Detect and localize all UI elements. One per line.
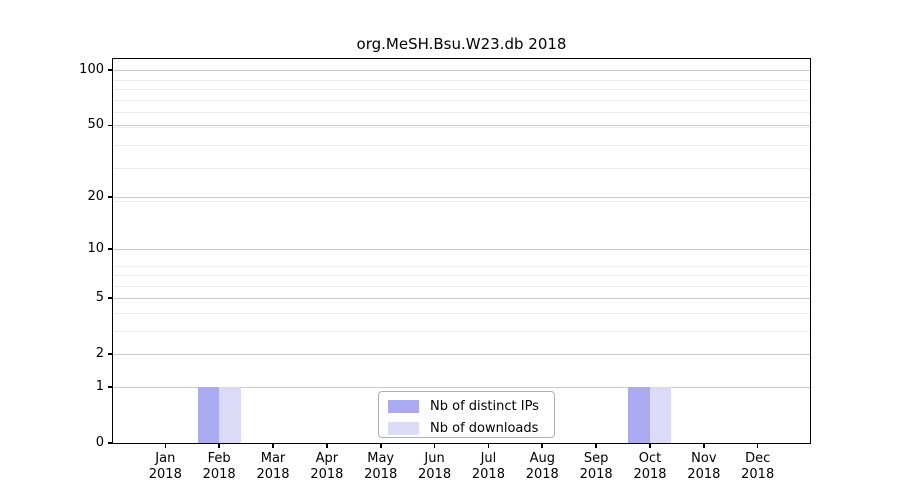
x-tick-label: Dec 2018 [727,451,789,483]
y-gridline-minor [113,112,810,114]
chart-title: org.MeSH.Bsu.W23.db 2018 [356,35,567,53]
x-tick-month: Jul [480,451,497,466]
y-gridline-minor [113,145,810,146]
x-tick-year: 2018 [364,467,398,482]
y-gridline-minor [113,265,810,267]
y-gridline-major [113,387,810,388]
x-tick-mark [433,443,436,448]
x-tick-year: 2018 [525,467,559,482]
y-gridline-major [113,125,810,127]
x-tick-month: Feb [207,451,231,466]
legend-label-distinct-ips: Nb of distinct IPs [430,398,539,414]
legend-label-downloads: Nb of downloads [430,420,539,436]
x-tick-label: Nov 2018 [673,451,735,483]
y-gridline-minor [113,201,810,202]
y-tick-mark [108,248,113,251]
x-tick-mark [649,443,651,448]
x-tick-mark [595,443,597,448]
x-tick-month: Sep [583,451,609,466]
downloads-swatch [388,422,419,435]
x-tick-label: Mar 2018 [242,451,304,483]
x-tick-label: May 2018 [350,451,412,483]
plot-area [112,58,811,444]
y-gridline-major [113,197,810,199]
x-tick-year: 2018 [256,467,290,482]
bar-distinct-ips [628,387,650,443]
y-tick-mark [108,386,113,388]
legend: Nb of distinct IPs Nb of downloads [378,391,555,438]
y-gridline-major [113,354,810,356]
legend-item-downloads: Nb of downloads [388,420,545,437]
x-tick-mark [379,443,382,448]
y-tick-label: 5 [95,290,104,306]
y-tick-label: 20 [87,189,104,205]
x-tick-mark [703,443,705,448]
x-tick-label: Oct 2018 [619,451,681,483]
y-gridline-minor [113,168,810,170]
x-tick-month: Aug [529,451,555,466]
x-tick-label: Jun 2018 [404,451,466,483]
y-gridline-minor [113,331,810,332]
x-tick-mark [487,443,490,448]
y-tick-mark [108,442,113,444]
x-tick-mark [541,443,544,448]
y-gridline-minor [113,312,810,314]
x-tick-label: Aug 2018 [511,451,573,483]
x-tick-year: 2018 [471,467,505,482]
distinct-ips-swatch [388,400,419,413]
x-tick-mark [164,443,167,448]
y-gridline-major [113,70,810,72]
y-tick-label: 0 [95,435,104,450]
y-gridline-minor [113,99,810,101]
x-tick-month: Mar [260,451,286,466]
y-tick-mark [108,69,113,71]
x-tick-mark [272,443,274,448]
bar-downloads [219,387,241,443]
y-tick-mark [108,196,113,198]
x-tick-year: 2018 [202,467,236,482]
y-gridline-minor [113,89,810,90]
x-tick-year: 2018 [741,467,775,482]
x-tick-year: 2018 [687,467,721,482]
y-tick-label: 2 [95,346,104,362]
x-tick-month: May [367,451,395,466]
x-tick-month: Jan [155,451,176,466]
x-tick-year: 2018 [633,467,667,482]
legend-item-distinct-ips: Nb of distinct IPs [388,398,545,415]
x-tick-year: 2018 [310,467,344,482]
x-tick-label: Jul 2018 [457,451,519,483]
x-tick-label: Feb 2018 [188,451,250,483]
y-tick-mark [108,124,113,127]
x-tick-label: Sep 2018 [565,451,627,483]
x-tick-month: Oct [638,451,662,466]
bar-distinct-ips [197,387,220,443]
y-gridline-minor [113,126,810,128]
x-tick-mark [756,443,759,448]
y-gridline-major [113,249,810,251]
x-tick-month: Apr [315,451,339,466]
x-tick-year: 2018 [148,467,182,482]
y-gridline-minor [113,275,810,277]
x-tick-year: 2018 [579,467,613,482]
x-tick-month: Jun [424,451,445,466]
y-tick-mark [108,297,113,300]
x-tick-month: Dec [745,451,771,466]
y-tick-label: 100 [79,62,104,78]
y-gridline-minor [113,79,810,81]
x-tick-mark [218,443,220,448]
x-tick-mark [326,443,328,448]
bar-downloads [649,387,672,443]
y-tick-label: 50 [87,117,104,133]
y-tick-mark [108,353,113,356]
x-tick-year: 2018 [418,467,452,482]
y-gridline-minor [113,285,810,287]
x-tick-label: Apr 2018 [296,451,358,483]
y-tick-label: 1 [95,379,104,394]
x-tick-month: Nov [691,451,717,466]
y-gridline-major [113,298,810,300]
y-tick-label: 10 [87,241,104,257]
x-tick-label: Jan 2018 [134,451,196,483]
